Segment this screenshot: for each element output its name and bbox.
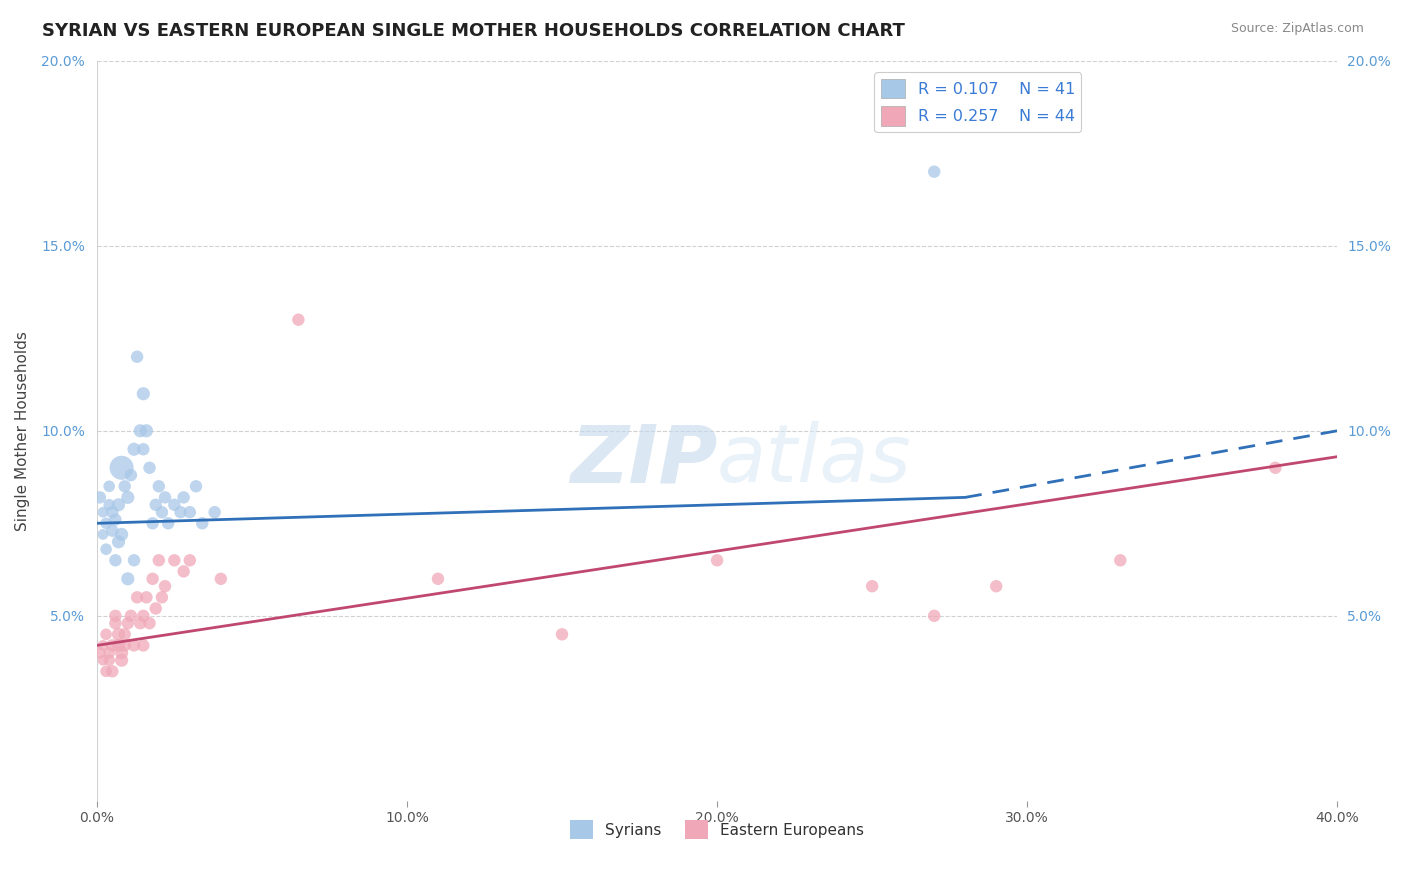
Point <box>98 646 121 660</box>
Point <box>127 350 149 364</box>
Point <box>142 572 165 586</box>
Text: Source: ZipAtlas.com: Source: ZipAtlas.com <box>1230 22 1364 36</box>
Point <box>122 553 145 567</box>
Point <box>94 542 117 557</box>
Point <box>91 527 114 541</box>
Text: SYRIAN VS EASTERN EUROPEAN SINGLE MOTHER HOUSEHOLDS CORRELATION CHART: SYRIAN VS EASTERN EUROPEAN SINGLE MOTHER… <box>42 22 905 40</box>
Point <box>179 553 201 567</box>
Text: atlas: atlas <box>717 421 912 500</box>
Point <box>132 608 155 623</box>
Point <box>122 442 145 457</box>
Point <box>986 579 1008 593</box>
Y-axis label: Single Mother Households: Single Mother Households <box>15 331 30 531</box>
Point <box>91 653 114 667</box>
Point <box>101 639 124 653</box>
Point <box>173 491 195 505</box>
Point <box>104 512 127 526</box>
Point <box>129 616 152 631</box>
Point <box>191 516 214 531</box>
Point <box>98 653 121 667</box>
Point <box>706 553 728 567</box>
Point <box>169 505 191 519</box>
Point <box>91 505 114 519</box>
Point <box>89 491 111 505</box>
Point <box>110 527 132 541</box>
Point <box>922 164 945 178</box>
Point <box>135 424 157 438</box>
Point <box>110 460 132 475</box>
Point <box>104 553 127 567</box>
Point <box>114 479 136 493</box>
Point <box>94 665 117 679</box>
Point <box>1109 553 1132 567</box>
Point <box>89 646 111 660</box>
Point <box>551 627 574 641</box>
Point <box>94 627 117 641</box>
Point <box>150 591 173 605</box>
Point <box>129 424 152 438</box>
Point <box>135 591 157 605</box>
Point <box>122 639 145 653</box>
Point <box>132 639 155 653</box>
Point <box>150 505 173 519</box>
Legend: Syrians, Eastern Europeans: Syrians, Eastern Europeans <box>564 814 870 845</box>
Point <box>117 616 139 631</box>
Point <box>91 639 114 653</box>
Point <box>142 516 165 531</box>
Point <box>163 498 186 512</box>
Point <box>94 516 117 531</box>
Point <box>204 505 226 519</box>
Point <box>287 312 309 326</box>
Point <box>148 479 170 493</box>
Point <box>120 468 142 483</box>
Point <box>138 616 160 631</box>
Point <box>922 608 945 623</box>
Point <box>157 516 180 531</box>
Point <box>98 479 121 493</box>
Point <box>145 498 167 512</box>
Text: ZIP: ZIP <box>569 421 717 500</box>
Point <box>138 460 160 475</box>
Point <box>110 646 132 660</box>
Point <box>114 627 136 641</box>
Point <box>120 608 142 623</box>
Point <box>117 491 139 505</box>
Point <box>127 591 149 605</box>
Point <box>132 386 155 401</box>
Point <box>426 572 449 586</box>
Point <box>860 579 883 593</box>
Point <box>148 553 170 567</box>
Point <box>132 442 155 457</box>
Point <box>110 653 132 667</box>
Point <box>107 534 129 549</box>
Point <box>114 639 136 653</box>
Point <box>179 505 201 519</box>
Point <box>104 608 127 623</box>
Point <box>145 601 167 615</box>
Point <box>153 491 176 505</box>
Point <box>163 553 186 567</box>
Point <box>98 498 121 512</box>
Point <box>173 565 195 579</box>
Point <box>107 639 129 653</box>
Point <box>184 479 207 493</box>
Point <box>101 665 124 679</box>
Point <box>104 616 127 631</box>
Point <box>1264 460 1286 475</box>
Point <box>101 524 124 538</box>
Point <box>107 498 129 512</box>
Point <box>101 505 124 519</box>
Point <box>153 579 176 593</box>
Point <box>117 572 139 586</box>
Point <box>209 572 232 586</box>
Point <box>107 627 129 641</box>
